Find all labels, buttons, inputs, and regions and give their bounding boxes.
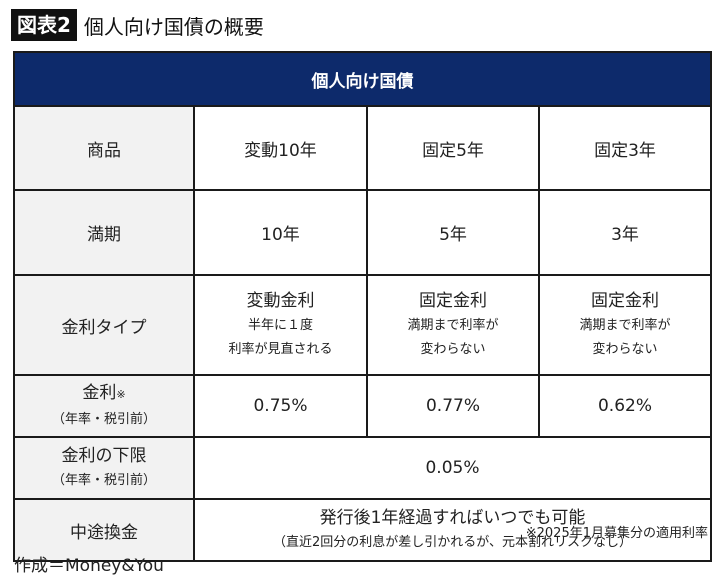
rate-note-mark: ※ [116,388,126,401]
rate-type-desc: 満期まで利率が [407,318,499,333]
row-label-redemption: 中途換金 [13,498,195,562]
product-cell: 固定5年 [366,105,540,191]
product-cell: 変動10年 [193,105,368,191]
redemption-main: 発行後1年経過すればいつでも可能 [319,508,586,528]
row-label-rate: 金利※ （年率・税引前） [13,374,195,438]
rate-label-sub: （年率・税引前） [51,412,156,427]
table-banner-row: 個人向け国債 [13,51,712,107]
table-row-redemption: 中途換金 発行後1年経過すればいつでも可能 （直近2回分の利息が差し引かれるが、… [13,498,712,562]
rate-floor-label: 金利の下限 [61,446,147,466]
rate-type-main: 固定金利 [419,291,487,311]
rate-type-desc: 半年に１度 [247,318,313,333]
rate-floor-cell: 0.05% [193,436,712,500]
figure-label: 図表2 [11,9,77,41]
maturity-cell: 5年 [366,189,540,276]
product-cell: 固定3年 [538,105,712,191]
rate-type-main: 変動金利 [246,291,315,311]
table-row-rate-type: 金利タイプ 変動金利 半年に１度 利率が見直される 固定金利 満期まで利率が 変… [13,274,712,376]
table-row-maturity: 満期 10年 5年 3年 [13,189,712,276]
rate-type-desc: 変わらない [420,342,486,357]
page-title: 個人向け国債の概要 [83,14,264,39]
rate-label: 金利 [82,383,117,403]
rate-cell: 0.77% [366,374,540,438]
rate-label-line: 金利※ [15,380,193,408]
row-label-rate-type: 金利タイプ [13,274,195,376]
table-row-rate-floor: 金利の下限 （年率・税引前） 0.05% [13,436,712,500]
rate-cell: 0.75% [193,374,368,438]
maturity-cell: 10年 [193,189,368,276]
table-banner: 個人向け国債 [13,51,712,107]
bond-overview-table: 個人向け国債 商品 変動10年 固定5年 固定3年 満期 10年 5年 3年 金… [13,51,712,562]
rate-type-main: 固定金利 [591,291,659,311]
table-row-rate: 金利※ （年率・税引前） 0.75% 0.77% 0.62% [13,374,712,438]
rate-type-desc: 利率が見直される [228,342,333,357]
row-label-product: 商品 [13,105,195,191]
table-row-product: 商品 変動10年 固定5年 固定3年 [13,105,712,191]
maturity-cell: 3年 [538,189,712,276]
footnote: ※2025年1月募集分の適用利率 [525,526,708,541]
credit: 作成＝Money&You [14,556,164,576]
rate-type-cell: 変動金利 半年に１度 利率が見直される [193,274,368,376]
figure-title-row: 図表2 個人向け国債の概要 [11,8,264,42]
rate-type-desc: 満期まで利率が [579,318,671,333]
rate-type-desc: 変わらない [592,342,658,357]
redemption-sub: （直近2回分の利息が差し引かれるが、元本割れリスクなし） [272,535,632,550]
rate-type-cell: 固定金利 満期まで利率が 変わらない [538,274,712,376]
row-label-rate-floor: 金利の下限 （年率・税引前） [13,436,195,500]
row-label-maturity: 満期 [13,189,195,276]
redemption-cell: 発行後1年経過すればいつでも可能 （直近2回分の利息が差し引かれるが、元本割れリ… [193,498,712,562]
rate-type-cell: 固定金利 満期まで利率が 変わらない [366,274,540,376]
rate-cell: 0.62% [538,374,712,438]
rate-floor-label-sub: （年率・税引前） [51,473,156,488]
